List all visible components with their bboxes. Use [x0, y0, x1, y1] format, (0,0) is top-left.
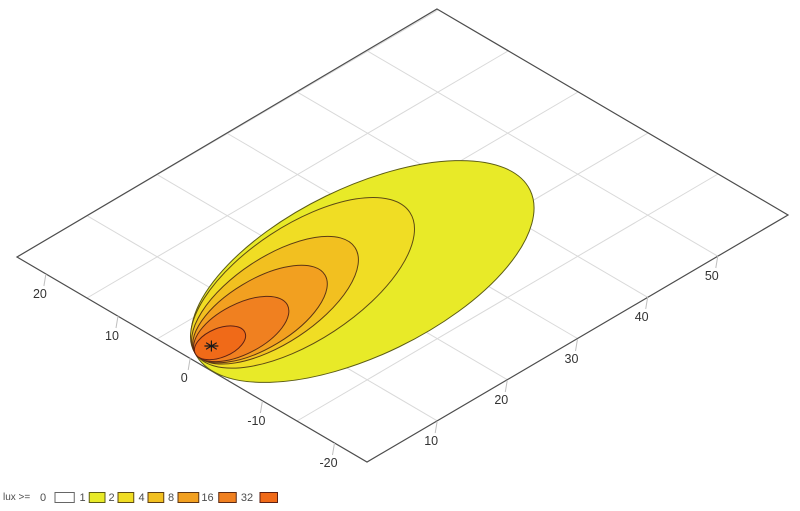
svg-text:lux >=: lux >= — [3, 492, 30, 503]
svg-text:20: 20 — [33, 287, 47, 301]
svg-text:10: 10 — [105, 329, 119, 343]
svg-text:10: 10 — [424, 434, 438, 448]
svg-text:30: 30 — [565, 352, 579, 366]
svg-text:32: 32 — [241, 492, 253, 504]
svg-text:16: 16 — [201, 492, 213, 504]
svg-text:40: 40 — [635, 310, 649, 324]
svg-text:0: 0 — [181, 371, 188, 385]
svg-text:4: 4 — [138, 492, 144, 504]
svg-text:0: 0 — [40, 492, 46, 504]
svg-text:50: 50 — [705, 269, 719, 283]
svg-text:2: 2 — [108, 492, 114, 504]
svg-text:1: 1 — [79, 492, 85, 504]
svg-text:-10: -10 — [247, 414, 265, 428]
svg-text:20: 20 — [494, 393, 508, 407]
svg-text:-20: -20 — [319, 456, 337, 470]
svg-text:8: 8 — [168, 492, 174, 504]
